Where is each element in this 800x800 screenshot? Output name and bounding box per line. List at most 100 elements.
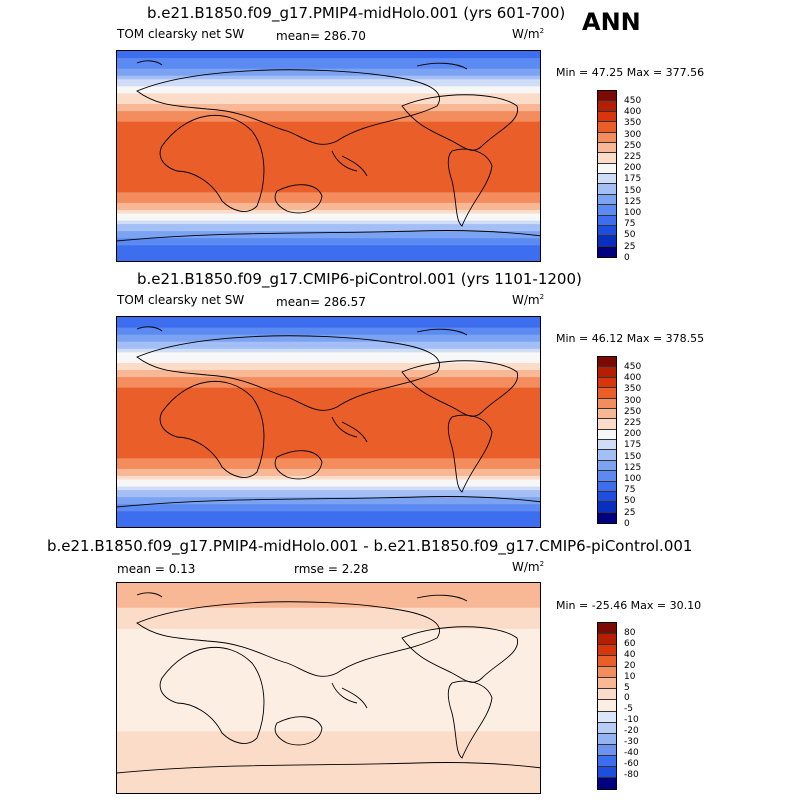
map-contour-band <box>117 507 540 512</box>
map-contour-band <box>117 213 540 218</box>
map-contour-band <box>117 724 540 729</box>
panel1-minmax: Min = 47.25 Max = 377.56 <box>556 66 705 79</box>
map-contour-band <box>117 483 540 488</box>
colorbar-swatch <box>598 132 616 143</box>
map-contour-band <box>117 738 540 743</box>
map-contour-band <box>117 486 540 491</box>
map-contour-band <box>117 384 540 389</box>
colorbar-swatch <box>598 122 616 133</box>
panel1-bands <box>117 51 540 261</box>
map-contour-band <box>117 317 540 322</box>
panel3-map <box>116 582 541 794</box>
map-contour-band <box>117 160 540 165</box>
map-contour-band <box>117 419 540 424</box>
colorbar-swatch <box>598 398 616 409</box>
colorbar-swatch <box>598 450 616 461</box>
map-contour-band <box>117 415 540 421</box>
map-contour-band <box>117 440 540 445</box>
map-contour-band <box>117 125 540 130</box>
panel2-title: b.e21.B1850.f09_g17.CMIP6-piControl.001 … <box>137 270 582 288</box>
colorbar-swatch <box>598 163 616 174</box>
colorbar-swatch <box>598 246 616 257</box>
map-contour-band <box>117 114 540 119</box>
map-contour-band <box>117 497 540 502</box>
map-contour-band <box>117 734 540 740</box>
map-contour-band <box>117 590 540 595</box>
panel2-mean-label: mean= 286.57 <box>276 295 366 309</box>
colorbar-tick-label: 40 <box>624 649 636 660</box>
map-contour-band <box>117 500 540 505</box>
colorbar-swatch <box>598 755 616 767</box>
colorbar-tick-label: 5 <box>624 682 630 693</box>
map-contour-band <box>117 433 540 438</box>
map-contour-band <box>117 149 540 155</box>
map-contour-band <box>117 217 540 222</box>
map-contour-band <box>117 681 540 687</box>
map-contour-band <box>117 377 540 382</box>
map-contour-band <box>117 405 540 410</box>
map-contour-band <box>117 118 540 123</box>
colorbar-swatch <box>598 491 616 503</box>
map-contour-band <box>117 139 540 144</box>
map-contour-band <box>117 490 540 495</box>
panel2-variable-label: TOM clearsky net SW <box>117 293 245 307</box>
colorbar-tick-label: 50 <box>624 230 636 241</box>
map-contour-band <box>117 245 540 250</box>
map-contour-band <box>117 188 540 193</box>
colorbar-tick-label: 100 <box>624 208 642 218</box>
panel1-colorbar <box>597 90 617 258</box>
map-contour-band <box>117 132 540 137</box>
map-contour-band <box>117 692 540 697</box>
map-contour-band <box>117 146 540 151</box>
map-contour-band <box>117 650 540 655</box>
map-contour-band <box>117 255 540 261</box>
colorbar-tick-label: 75 <box>624 219 636 230</box>
map-contour-band <box>117 164 540 169</box>
map-contour-band <box>117 671 540 676</box>
map-contour-band <box>117 348 540 353</box>
colorbar-tick-label: 0 <box>624 518 630 529</box>
map-contour-band <box>117 174 540 179</box>
map-contour-band <box>117 178 540 183</box>
colorbar-tick-label: 175 <box>624 440 642 451</box>
map-contour-band <box>117 387 540 392</box>
colorbar-tick-label: 125 <box>624 196 642 207</box>
colorbar-swatch <box>598 471 616 482</box>
colorbar-tick-label: 350 <box>624 384 642 395</box>
colorbar-swatch <box>598 388 616 399</box>
panel3-bands <box>117 583 540 793</box>
colorbar-tick-label: -10 <box>624 715 639 726</box>
map-contour-band <box>117 766 540 771</box>
colorbar-swatch <box>598 367 616 378</box>
map-contour-band <box>117 75 540 80</box>
map-contour-band <box>117 621 540 626</box>
panel2-bands <box>117 317 540 527</box>
colorbar-swatch <box>598 377 616 389</box>
map-contour-band <box>117 461 540 466</box>
colorbar-swatch <box>598 777 616 789</box>
map-contour-band <box>117 511 540 516</box>
panel1-map <box>116 50 541 262</box>
map-contour-band <box>117 756 540 761</box>
colorbar-tick-label: 75 <box>624 485 636 496</box>
colorbar-swatch <box>598 194 616 206</box>
colorbar-tick-label: 10 <box>624 671 636 682</box>
map-contour-band <box>117 703 540 708</box>
map-contour-band <box>117 611 540 616</box>
map-contour-band <box>117 394 540 399</box>
colorbar-tick-label: 225 <box>624 418 642 428</box>
map-contour-band <box>117 678 540 683</box>
colorbar-swatch <box>598 634 616 646</box>
colorbar-swatch <box>598 111 616 123</box>
panel1-variable-label: TOM clearsky net SW <box>117 27 245 41</box>
map-contour-band <box>117 696 540 701</box>
map-contour-band <box>117 451 540 456</box>
colorbar-tick-label: 100 <box>624 474 642 484</box>
map-contour-band <box>117 759 540 764</box>
colorbar-swatch <box>598 440 616 451</box>
map-contour-band <box>117 86 540 91</box>
map-contour-band <box>117 593 540 598</box>
map-contour-band <box>117 153 540 158</box>
colorbar-swatch <box>598 205 616 216</box>
map-contour-band <box>117 706 540 711</box>
